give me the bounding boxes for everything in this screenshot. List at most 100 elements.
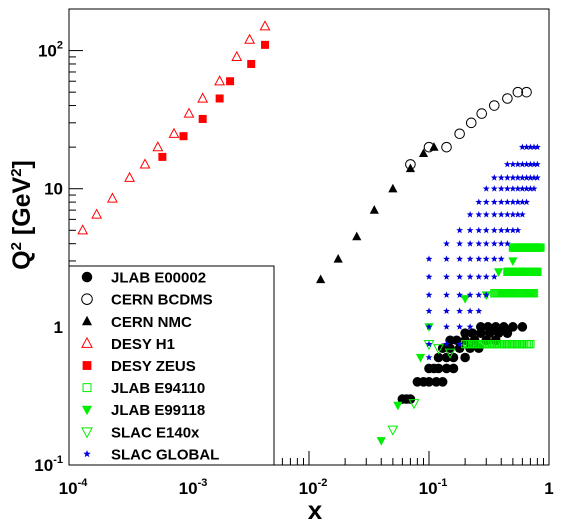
series-slac-global xyxy=(425,143,541,361)
point-slac-global xyxy=(425,340,433,348)
point-desy-zeus xyxy=(198,114,207,123)
y-axis-title: Q2 [GeV2] xyxy=(8,160,36,270)
point-slac-global xyxy=(530,143,538,151)
point-slac-global xyxy=(526,143,534,151)
series-cern-bcdms xyxy=(405,86,532,170)
point-jlab-e00002 xyxy=(441,363,452,374)
y-tick-label: 10-1 xyxy=(34,454,63,475)
point-cern-nmc xyxy=(388,183,398,193)
point-cern-bcdms xyxy=(476,108,488,119)
point-slac-global xyxy=(497,174,505,181)
point-slac-global xyxy=(456,323,464,330)
point-slac-global xyxy=(466,240,474,247)
point-slac-global xyxy=(425,353,433,361)
point-desy-h1 xyxy=(214,75,226,86)
point-slac-global xyxy=(497,226,505,234)
point-jlab-e94110 xyxy=(526,340,535,349)
point-slac-global xyxy=(490,255,498,262)
point-slac-global xyxy=(466,226,474,234)
point-slac-global xyxy=(475,226,483,234)
point-slac-global xyxy=(456,226,464,234)
point-slac-global xyxy=(456,255,464,262)
point-slac-global xyxy=(518,143,526,151)
point-slac-global xyxy=(514,198,522,206)
point-slac-global xyxy=(466,210,474,218)
x-tick-label: 10-4 xyxy=(59,477,89,498)
legend-label-cern-nmc: CERN NMC xyxy=(111,314,192,331)
point-jlab-e00002 xyxy=(498,322,509,332)
y-tick-label: 1 xyxy=(54,318,63,337)
point-slac-global xyxy=(518,210,526,218)
point-jlab-e00002 xyxy=(517,322,528,332)
legend-marker-cern-bcdms xyxy=(81,293,93,305)
point-slac-global xyxy=(523,198,530,206)
legend-label-cern-bcdms: CERN BCDMS xyxy=(111,292,213,309)
point-cern-bcdms xyxy=(502,93,513,104)
point-desy-zeus xyxy=(261,40,270,49)
legend-label-desy-h1: DESY H1 xyxy=(111,336,175,353)
point-slac-e140x xyxy=(408,399,420,410)
legend-label-jlab-e00002: JLAB E00002 xyxy=(111,270,206,287)
point-cern-nmc xyxy=(405,163,416,173)
point-slac-global xyxy=(443,291,450,298)
point-slac-global xyxy=(475,307,483,315)
point-slac-global xyxy=(475,240,483,247)
point-jlab-e00002 xyxy=(433,363,444,374)
point-slac-global xyxy=(509,160,517,168)
point-slac-global xyxy=(425,323,433,330)
point-slac-e140x xyxy=(387,425,399,436)
legend-box xyxy=(68,265,275,466)
point-cern-bcdms xyxy=(465,117,477,129)
point-jlab-e00002 xyxy=(508,322,518,332)
point-slac-global xyxy=(443,273,450,280)
point-slac-global xyxy=(482,255,490,262)
point-desy-h1 xyxy=(152,141,164,152)
point-cern-bcdms xyxy=(521,86,532,98)
y-tick-label: 102 xyxy=(38,40,63,61)
point-cern-nmc xyxy=(316,274,326,284)
point-slac-global xyxy=(526,160,534,168)
point-jlab-e99118 xyxy=(393,401,403,411)
point-jlab-e99118 xyxy=(415,353,426,363)
point-slac-global xyxy=(509,198,517,206)
point-desy-h1 xyxy=(197,92,209,103)
point-desy-h1 xyxy=(91,208,103,219)
point-slac-global xyxy=(533,143,541,151)
point-slac-global xyxy=(503,210,511,218)
point-slac-global xyxy=(443,255,450,262)
x-tick-label: 10-3 xyxy=(179,477,208,498)
axis-titles: x Q2 [GeV2] xyxy=(8,160,323,520)
point-slac-global xyxy=(509,174,517,181)
point-slac-global xyxy=(466,291,474,298)
tick-labels: 10-4 10-3 10-2 10-1 1 10-1 1 10 102 xyxy=(34,40,553,498)
point-slac-global xyxy=(530,174,538,181)
point-slac-global xyxy=(503,226,511,234)
point-slac-global xyxy=(490,185,498,192)
point-slac-global xyxy=(497,185,505,192)
legend-marker-jlab-e94110 xyxy=(82,383,92,393)
point-slac-global xyxy=(475,291,483,298)
point-jlab-e00002 xyxy=(424,377,434,387)
point-jlab-e99118 xyxy=(493,268,504,277)
point-jlab-e99118 xyxy=(376,437,386,446)
point-desy-zeus xyxy=(158,152,167,161)
point-desy-h1 xyxy=(106,192,118,203)
series-desy-zeus xyxy=(158,40,270,161)
point-slac-global xyxy=(533,160,541,168)
point-jlab-e00002 xyxy=(483,322,493,332)
x-tick-label: 10-2 xyxy=(299,477,328,498)
point-slac-global xyxy=(497,198,505,206)
point-slac-global xyxy=(503,240,511,247)
series-cern-nmc xyxy=(316,142,439,284)
point-jlab-e00002 xyxy=(460,328,470,338)
point-slac-global xyxy=(482,185,490,192)
legend-marker-desy-h1 xyxy=(81,336,93,348)
point-slac-global xyxy=(443,307,450,315)
point-slac-global xyxy=(456,273,464,280)
point-slac-global xyxy=(443,323,450,330)
point-slac-global xyxy=(518,185,526,192)
point-desy-h1 xyxy=(183,107,195,118)
point-jlab-e00002 xyxy=(454,343,465,354)
point-slac-global xyxy=(443,240,450,247)
